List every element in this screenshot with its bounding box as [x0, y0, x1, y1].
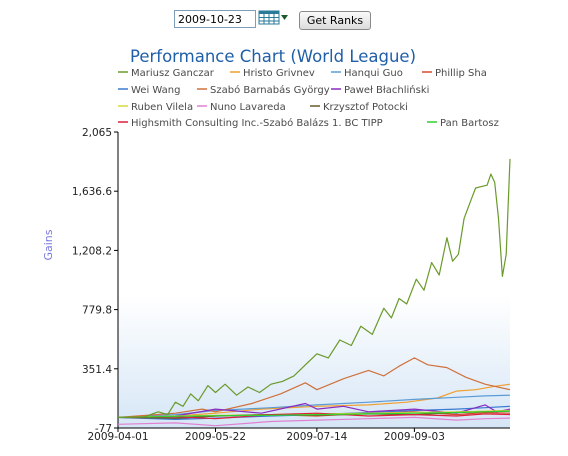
series-line — [117, 158, 511, 418]
legend-label: Highsmith Consulting Inc.-Szabó Balázs 1… — [131, 117, 383, 129]
y-tick-label: 351.4 — [82, 364, 112, 376]
legend-label: Ruben Vilela — [131, 102, 193, 113]
y-axis-label: Gains — [42, 229, 55, 260]
x-tick-label: 2009-09-03 — [384, 431, 445, 443]
date-input[interactable] — [174, 10, 256, 28]
calendar-grid-icon[interactable] — [258, 9, 290, 27]
legend-label: Nuno Lavareda — [210, 102, 286, 113]
series-lines — [117, 158, 511, 427]
chart-legend: Mariusz Ganczar Hristo Grivnev Hanqui Guo P… — [118, 68, 499, 129]
y-tick-label: 2,065 — [82, 127, 112, 139]
series-line — [117, 410, 511, 418]
legend-label: Pan Bartosz — [440, 118, 499, 129]
y-axis-ticks: 2,065 1,636.6 1,208.2 779.8 351.4 -77 — [72, 127, 118, 435]
legend-label: Szabó Barnabás György — [210, 84, 330, 96]
x-tick-label: 2009-05-22 — [185, 431, 246, 443]
x-axis-ticks: 2009-04-01 2009-05-22 2009-07-14 2009-09-03 — [87, 428, 445, 443]
legend-label: Hristo Grivnev — [243, 68, 315, 79]
plot-area — [118, 132, 510, 428]
x-tick-label: 2009-04-01 — [87, 431, 148, 443]
series-line — [117, 357, 511, 418]
y-tick-label: 1,208.2 — [72, 245, 112, 257]
legend-label: Mariusz Ganczar — [131, 68, 215, 79]
toolbar: Get Ranks — [0, 0, 568, 36]
series-line — [117, 416, 511, 427]
get-ranks-button[interactable]: Get Ranks — [299, 11, 371, 30]
legend-label: Hanqui Guo — [344, 68, 403, 79]
triangle-down-icon[interactable] — [280, 12, 289, 23]
series-line — [117, 402, 511, 418]
x-tick-label: 2009-07-14 — [286, 431, 347, 443]
series-line — [117, 383, 511, 418]
legend-label: Paweł Błachliński — [344, 84, 429, 96]
chart-title: Performance Chart (World League) — [130, 47, 416, 66]
y-tick-label: -77 — [95, 423, 112, 435]
legend-label: Krzysztof Potocki — [323, 102, 408, 113]
y-tick-label: 779.8 — [82, 305, 112, 317]
legend-label: Phillip Sha — [435, 68, 487, 79]
legend-label: Wei Wang — [131, 85, 180, 96]
calendar-button[interactable] — [258, 9, 290, 27]
y-tick-label: 1,636.6 — [72, 186, 112, 198]
